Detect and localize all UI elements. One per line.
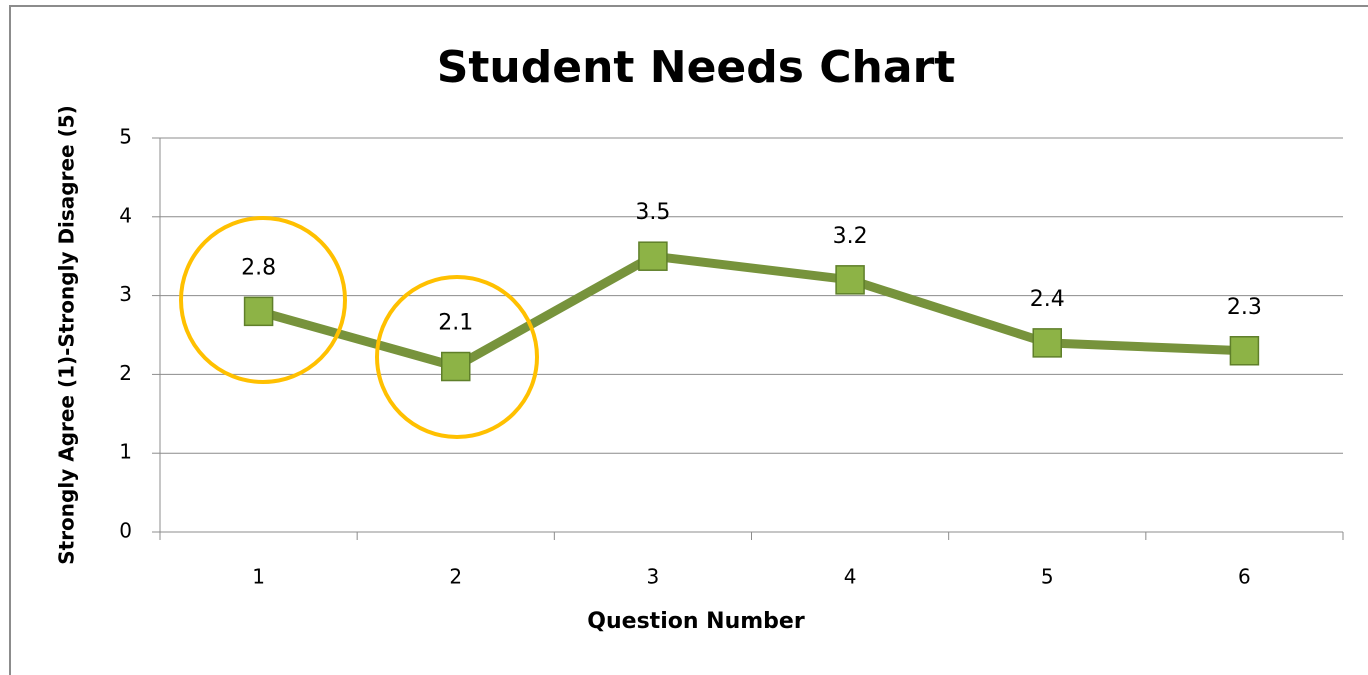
data-marker [835,265,865,295]
y-tick-label: 3 [119,282,132,306]
x-tick-label: 2 [449,565,462,589]
plot-area: 0 1 2 3 4 5 1 2 3 4 5 6 2.8 2.1 3.5 3.2 2.4 2.3 [119,125,1344,589]
y-tick-label: 1 [119,440,132,464]
x-tick-label: 3 [647,565,660,589]
data-label: 2.8 [241,255,276,280]
highlight-circle [375,275,539,439]
data-marker [1032,328,1062,358]
x-tick-label: 6 [1238,565,1251,589]
data-label: 2.3 [1227,295,1262,320]
data-label: 3.5 [635,200,670,225]
x-axis-label: Question Number [587,609,805,634]
y-axis-label: Strongly Agree (1)-Strongly Disagree (5) [55,105,79,565]
data-marker [243,296,274,327]
data-label: 2.1 [438,311,473,336]
chart-frame [9,5,1368,675]
x-tick-label: 4 [844,565,857,589]
y-tick-label: 2 [119,361,132,385]
data-label: 2.4 [1030,287,1065,312]
y-tick-label: 5 [119,125,132,149]
y-tick-label: 0 [119,519,132,543]
data-marker [441,351,471,382]
data-label: 3.2 [833,224,868,249]
y-tick-label: 4 [119,203,132,227]
x-tick-label: 1 [252,565,265,589]
data-marker [638,241,668,271]
data-line [257,251,1245,372]
highlight-circle [179,216,347,384]
chart-title: Student Needs Chart [437,42,956,93]
x-tick-label: 5 [1041,565,1054,589]
data-marker [1229,336,1260,366]
